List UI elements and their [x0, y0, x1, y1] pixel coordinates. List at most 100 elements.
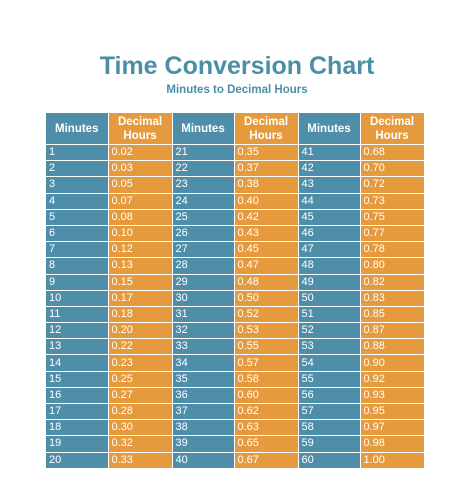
minutes-cell: 7: [46, 241, 109, 259]
minutes-cell: 32: [172, 322, 235, 340]
table-row: 14 0.23 34 0.57 54 0.90: [46, 354, 425, 372]
decimal-hours-cell: 0.62: [234, 403, 299, 421]
decimal-hours-cell: 0.07: [108, 193, 173, 210]
table-row: 12 0.20 32 0.53 52 0.87: [46, 322, 425, 340]
table-row: 7 0.12 27 0.45 47 0.78: [46, 241, 425, 259]
decimal-hours-cell: 0.68: [360, 144, 425, 162]
table-row: 20 0.33 40 0.67 60 1.00: [46, 452, 425, 469]
header-decimal-label-line1: Decimal: [243, 115, 289, 128]
minutes-cell: 5: [46, 209, 109, 226]
decimal-hours-cell: 0.82: [360, 274, 425, 291]
minutes-cell: 59: [298, 435, 361, 453]
decimal-hours-cell: 0.73: [360, 193, 425, 210]
minutes-cell: 37: [172, 403, 235, 421]
decimal-hours-cell: 0.18: [108, 306, 173, 324]
decimal-hours-cell: 0.57: [234, 354, 299, 372]
minutes-cell: 4: [46, 193, 109, 210]
header-decimal-label-line2: Hours: [249, 129, 283, 142]
decimal-hours-cell: 0.42: [234, 209, 299, 226]
minutes-cell: 26: [172, 225, 235, 243]
minutes-cell: 40: [172, 452, 235, 469]
header-decimal-hours: Decimal Hours: [108, 113, 173, 145]
decimal-hours-cell: 0.35: [234, 144, 299, 162]
minutes-cell: 16: [46, 387, 109, 405]
minutes-cell: 13: [46, 338, 109, 356]
decimal-hours-cell: 0.60: [234, 387, 299, 405]
header-minutes: Minutes: [46, 113, 109, 145]
minutes-cell: 51: [298, 306, 361, 324]
minutes-cell: 23: [172, 176, 235, 194]
minutes-cell: 60: [298, 452, 361, 469]
minutes-cell: 20: [46, 452, 109, 469]
decimal-hours-cell: 0.87: [360, 322, 425, 340]
decimal-hours-cell: 0.52: [234, 306, 299, 324]
header-decimal-label-line2: Hours: [123, 129, 157, 142]
minutes-cell: 50: [298, 290, 361, 307]
decimal-hours-cell: 0.12: [108, 241, 173, 259]
decimal-hours-cell: 0.72: [360, 176, 425, 194]
decimal-hours-cell: 0.03: [108, 160, 173, 178]
decimal-hours-cell: 0.90: [360, 354, 425, 372]
decimal-hours-cell: 0.95: [360, 403, 425, 421]
decimal-hours-cell: 0.47: [234, 257, 299, 275]
decimal-hours-cell: 0.50: [234, 290, 299, 307]
minutes-cell: 42: [298, 160, 361, 178]
minutes-cell: 48: [298, 257, 361, 275]
minutes-cell: 19: [46, 435, 109, 453]
minutes-cell: 3: [46, 176, 109, 194]
decimal-hours-cell: 0.10: [108, 225, 173, 243]
minutes-cell: 35: [172, 371, 235, 388]
minutes-cell: 14: [46, 354, 109, 372]
chart-title: Time Conversion Chart: [99, 52, 375, 80]
decimal-hours-cell: 0.85: [360, 306, 425, 324]
decimal-hours-cell: 0.23: [108, 354, 173, 372]
table-row: 6 0.10 26 0.43 46 0.77: [46, 225, 425, 243]
decimal-hours-cell: 0.45: [234, 241, 299, 259]
decimal-hours-cell: 0.05: [108, 176, 173, 194]
minutes-cell: 30: [172, 290, 235, 307]
table-row: 5 0.08 25 0.42 45 0.75: [46, 209, 425, 226]
chart-subtitle: Minutes to Decimal Hours: [166, 84, 308, 96]
minutes-cell: 44: [298, 193, 361, 210]
minutes-cell: 12: [46, 322, 109, 340]
decimal-hours-cell: 0.20: [108, 322, 173, 340]
header-minutes: Minutes: [298, 113, 361, 145]
decimal-hours-cell: 0.27: [108, 387, 173, 405]
decimal-hours-cell: 0.33: [108, 452, 173, 469]
decimal-hours-cell: 0.48: [234, 274, 299, 291]
decimal-hours-cell: 0.75: [360, 209, 425, 226]
table-row: 17 0.28 37 0.62 57 0.95: [46, 403, 425, 421]
decimal-hours-cell: 0.53: [234, 322, 299, 340]
decimal-hours-cell: 0.38: [234, 176, 299, 194]
minutes-cell: 22: [172, 160, 235, 178]
minutes-cell: 15: [46, 371, 109, 388]
header-decimal-label-line1: Decimal: [369, 115, 415, 128]
minutes-cell: 21: [172, 144, 235, 162]
table-row: 15 0.25 35 0.58 55 0.92: [46, 371, 425, 388]
table-header-row: Minutes Decimal Hours Minutes Decimal Hour…: [46, 113, 425, 145]
table-row: 11 0.18 31 0.52 51 0.85: [46, 306, 425, 324]
table-row: 4 0.07 24 0.40 44 0.73: [46, 193, 425, 210]
minutes-cell: 25: [172, 209, 235, 226]
minutes-cell: 2: [46, 160, 109, 178]
minutes-cell: 6: [46, 225, 109, 243]
conversion-table: Minutes Decimal Hours Minutes Decimal Hour…: [46, 113, 425, 469]
minutes-cell: 46: [298, 225, 361, 243]
decimal-hours-cell: 0.13: [108, 257, 173, 275]
decimal-hours-cell: 0.70: [360, 160, 425, 178]
decimal-hours-cell: 0.32: [108, 435, 173, 453]
minutes-cell: 36: [172, 387, 235, 405]
decimal-hours-cell: 0.02: [108, 144, 173, 162]
minutes-cell: 39: [172, 435, 235, 453]
decimal-hours-cell: 0.55: [234, 338, 299, 356]
table-row: 3 0.05 23 0.38 43 0.72: [46, 176, 425, 194]
decimal-hours-cell: 0.43: [234, 225, 299, 243]
minutes-cell: 56: [298, 387, 361, 405]
minutes-cell: 52: [298, 322, 361, 340]
minutes-cell: 57: [298, 403, 361, 421]
minutes-cell: 33: [172, 338, 235, 356]
minutes-cell: 28: [172, 257, 235, 275]
decimal-hours-cell: 0.77: [360, 225, 425, 243]
decimal-hours-cell: 0.15: [108, 274, 173, 291]
